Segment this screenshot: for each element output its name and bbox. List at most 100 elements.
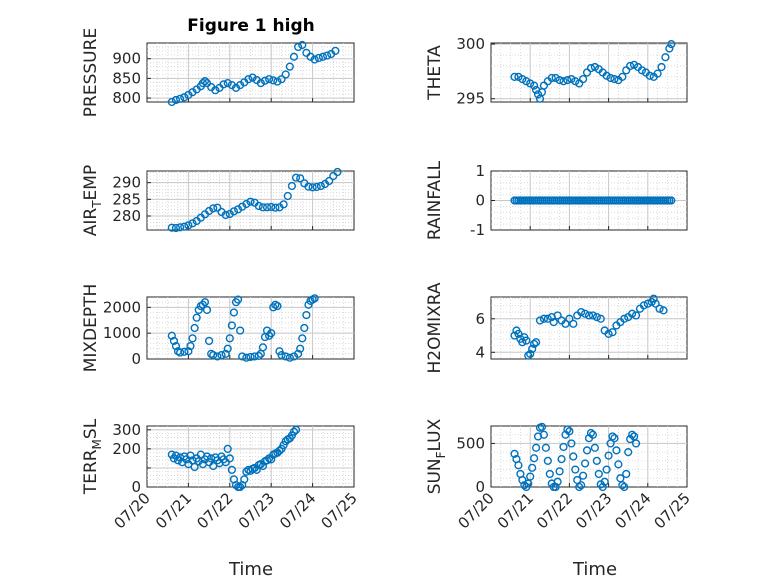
data-point: [180, 347, 189, 356]
data-point: [227, 321, 236, 330]
data-point: [530, 81, 539, 90]
data-point: [557, 455, 566, 464]
data-point: [594, 469, 603, 479]
data-point: [520, 481, 529, 490]
data-point: [180, 93, 189, 102]
data-point: [294, 349, 303, 358]
data-point: [584, 311, 594, 320]
y-tick-label: 850: [112, 69, 141, 87]
data-point: [291, 173, 301, 182]
data-point: [608, 432, 617, 441]
data-point: [221, 210, 230, 220]
y-tick-label: 285: [112, 190, 141, 208]
data-point: [242, 199, 251, 209]
y-tick-label: 6: [475, 310, 485, 328]
data-point: [198, 79, 207, 88]
data-point: [209, 204, 218, 213]
data-point: [580, 459, 590, 468]
data-point: [300, 323, 309, 333]
data-point: [308, 183, 317, 192]
y-axis-label: MIXDEPTH: [81, 284, 101, 373]
data-point: [294, 42, 303, 52]
data-point: [555, 76, 564, 85]
data-point: [598, 482, 607, 492]
x-tick-label: 07/23: [572, 489, 615, 532]
data-point: [659, 306, 668, 315]
axes-box: [146, 42, 355, 103]
data-point: [236, 326, 245, 335]
data-point: [316, 181, 325, 191]
data-point: [608, 328, 617, 337]
y-tick-label: 200: [112, 440, 141, 458]
data-point: [314, 53, 323, 63]
data-point: [244, 75, 253, 84]
data-point: [260, 76, 270, 85]
data-point: [551, 73, 560, 83]
data-point: [248, 73, 257, 82]
data-point: [514, 461, 523, 470]
data-point: [281, 70, 290, 79]
data-point: [310, 55, 319, 64]
y-axis-label: H2OMIXRA: [425, 282, 445, 373]
data-point: [277, 75, 286, 84]
data-point: [602, 71, 611, 80]
data-point: [514, 72, 523, 81]
data-point: [190, 462, 199, 472]
data-point: [622, 469, 631, 479]
data-point: [543, 456, 552, 465]
data-point: [302, 310, 311, 320]
data-point: [661, 53, 670, 62]
data-point: [258, 461, 268, 471]
data-point: [579, 74, 588, 84]
data-point: [543, 314, 552, 323]
x-tick-label: 07/22: [193, 489, 236, 532]
data-point: [567, 439, 576, 448]
data-point: [531, 338, 541, 347]
data-point: [221, 349, 230, 358]
data-point: [606, 73, 615, 83]
y-tick-label: 0: [475, 478, 485, 496]
x-axis-label-right: Time: [572, 559, 617, 580]
y-tick-label: 1000: [103, 324, 141, 342]
data-point: [596, 314, 605, 323]
data-point: [171, 341, 181, 351]
data-point: [571, 77, 580, 86]
axes-box: [490, 42, 688, 103]
x-axis-label-left: Time: [228, 559, 273, 580]
data-point: [657, 62, 666, 72]
data-point: [333, 167, 342, 177]
data-point: [252, 465, 261, 474]
data-point: [289, 427, 299, 436]
data-point: [563, 425, 572, 434]
data-point: [561, 319, 570, 328]
data-point: [604, 329, 613, 338]
data-point: [202, 305, 212, 315]
data-point: [569, 319, 578, 328]
data-point: [227, 465, 236, 474]
data-point: [510, 72, 519, 81]
data-point: [213, 203, 222, 212]
data-point: [530, 454, 539, 463]
data-point: [223, 79, 232, 88]
data-point: [565, 314, 574, 323]
data-point: [592, 456, 601, 465]
data-point: [262, 456, 272, 465]
data-point: [167, 97, 176, 107]
data-point: [526, 349, 535, 359]
data-point: [281, 352, 290, 361]
data-point: [531, 443, 541, 452]
y-axis-label: TERRMSL: [81, 418, 104, 495]
data-point: [184, 221, 193, 230]
data-point: [602, 465, 611, 474]
data-point: [553, 477, 562, 486]
data-point: [236, 482, 245, 492]
y-axis-label: THETA: [425, 45, 445, 101]
y-tick-label: 300: [456, 35, 485, 53]
data-point: [528, 344, 537, 354]
y-tick-label: 800: [112, 89, 141, 107]
data-point: [582, 446, 592, 455]
data-point: [186, 341, 195, 351]
data-point: [285, 353, 294, 362]
